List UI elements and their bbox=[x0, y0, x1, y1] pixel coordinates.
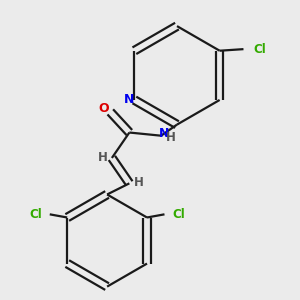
Text: O: O bbox=[98, 102, 109, 115]
Text: N: N bbox=[158, 127, 169, 140]
Text: N: N bbox=[124, 94, 134, 106]
Text: H: H bbox=[134, 176, 144, 189]
Text: H: H bbox=[166, 131, 176, 144]
Text: H: H bbox=[98, 151, 107, 164]
Text: Cl: Cl bbox=[253, 43, 266, 56]
Text: Cl: Cl bbox=[29, 208, 42, 221]
Text: Cl: Cl bbox=[172, 208, 185, 221]
